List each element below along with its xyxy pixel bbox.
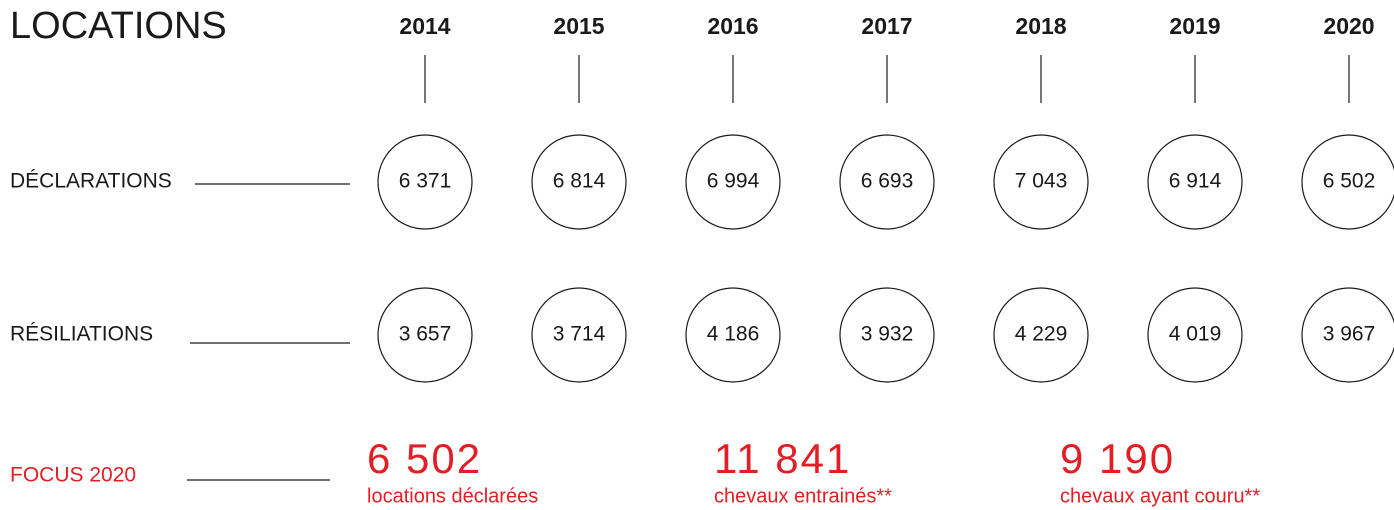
value-text: 3 714 bbox=[553, 323, 606, 346]
value-circle bbox=[1147, 287, 1243, 383]
value-circle bbox=[1147, 134, 1243, 230]
year-label: 2020 bbox=[1323, 13, 1374, 39]
value-text: 6 994 bbox=[707, 170, 760, 193]
focus-value: 6 502 bbox=[367, 435, 482, 482]
value-text: 3 932 bbox=[861, 323, 914, 346]
value-text: 6 693 bbox=[861, 170, 914, 193]
value-circle bbox=[685, 287, 781, 383]
value-circle bbox=[993, 287, 1089, 383]
year-label: 2017 bbox=[861, 13, 912, 39]
focus-caption: chevaux ayant couru** bbox=[1060, 485, 1260, 507]
focus-caption: locations déclarées bbox=[367, 485, 538, 507]
year-label: 2014 bbox=[399, 13, 450, 39]
year-label: 2019 bbox=[1169, 13, 1220, 39]
value-text: 7 043 bbox=[1015, 170, 1068, 193]
value-text: 4 019 bbox=[1169, 323, 1222, 346]
value-text: 4 229 bbox=[1015, 323, 1068, 346]
value-circle bbox=[377, 287, 473, 383]
focus-value: 11 841 bbox=[714, 435, 851, 482]
value-circle bbox=[685, 134, 781, 230]
value-circle bbox=[1301, 134, 1394, 230]
value-circle bbox=[1301, 287, 1394, 383]
value-text: 3 967 bbox=[1323, 323, 1376, 346]
focus-value: 9 190 bbox=[1060, 435, 1175, 482]
row-label: RÉSILIATIONS bbox=[10, 323, 153, 346]
value-circle bbox=[839, 134, 935, 230]
value-text: 6 814 bbox=[553, 170, 606, 193]
focus-label: FOCUS 2020 bbox=[10, 464, 136, 487]
value-text: 3 657 bbox=[399, 323, 452, 346]
value-circle bbox=[377, 134, 473, 230]
value-text: 6 914 bbox=[1169, 170, 1222, 193]
year-label: 2018 bbox=[1015, 13, 1066, 39]
title: LOCATIONS bbox=[10, 5, 227, 47]
value-circle bbox=[531, 287, 627, 383]
year-label: 2015 bbox=[553, 13, 604, 39]
value-text: 4 186 bbox=[707, 323, 760, 346]
value-circle bbox=[839, 287, 935, 383]
focus-caption: chevaux entrainés** bbox=[714, 485, 892, 507]
year-label: 2016 bbox=[707, 13, 758, 39]
row-label: DÉCLARATIONS bbox=[10, 170, 172, 193]
value-text: 6 371 bbox=[399, 170, 452, 193]
value-text: 6 502 bbox=[1323, 170, 1376, 193]
value-circle bbox=[531, 134, 627, 230]
value-circle bbox=[993, 134, 1089, 230]
